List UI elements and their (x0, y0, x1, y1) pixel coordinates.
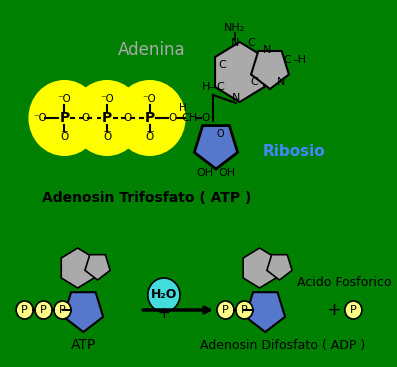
Text: Acido Fosforico: Acido Fosforico (297, 276, 391, 288)
Polygon shape (61, 248, 94, 288)
Text: C: C (219, 60, 227, 70)
Text: O: O (103, 132, 111, 142)
Text: NH₂: NH₂ (224, 23, 246, 33)
Text: O: O (217, 129, 225, 139)
Circle shape (54, 301, 71, 319)
Text: O: O (81, 113, 89, 123)
Text: O: O (124, 113, 132, 123)
Text: C: C (216, 82, 224, 92)
Text: Adenina: Adenina (118, 41, 185, 59)
Text: C: C (250, 77, 258, 87)
Polygon shape (245, 292, 285, 332)
Text: O: O (201, 113, 210, 123)
Text: OH: OH (196, 168, 213, 178)
Text: N: N (277, 77, 285, 87)
Text: –H: –H (292, 55, 306, 65)
Text: +: + (326, 301, 341, 319)
Circle shape (236, 301, 253, 319)
Text: H₂O: H₂O (151, 288, 177, 302)
Text: C: C (247, 38, 255, 48)
Text: N: N (232, 93, 240, 103)
Text: P: P (222, 305, 229, 315)
Polygon shape (215, 42, 264, 102)
Polygon shape (85, 255, 110, 280)
Text: O: O (60, 132, 69, 142)
Text: Adenosin Trifosfato ( ATP ): Adenosin Trifosfato ( ATP ) (42, 191, 252, 205)
Text: OH: OH (219, 168, 236, 178)
Circle shape (71, 80, 143, 156)
Circle shape (217, 301, 234, 319)
Text: P: P (241, 305, 248, 315)
Circle shape (148, 278, 180, 312)
Text: +: + (158, 305, 170, 320)
Text: ATP: ATP (71, 338, 96, 352)
Polygon shape (251, 51, 289, 89)
Text: P: P (102, 111, 112, 125)
Circle shape (35, 301, 52, 319)
Text: ⁻O: ⁻O (100, 94, 114, 104)
Text: P: P (59, 305, 66, 315)
Polygon shape (267, 255, 292, 280)
Text: P: P (21, 305, 28, 315)
Text: N: N (263, 45, 271, 55)
Text: P: P (350, 305, 357, 315)
Polygon shape (243, 248, 276, 288)
Text: P: P (40, 305, 47, 315)
Circle shape (29, 80, 100, 156)
Text: Ribosio: Ribosio (262, 145, 325, 160)
Text: O: O (146, 132, 154, 142)
Text: H–: H– (202, 82, 216, 92)
Circle shape (16, 301, 33, 319)
Text: ⁻O: ⁻O (143, 94, 156, 104)
Text: CH: CH (181, 113, 198, 123)
Text: N: N (231, 38, 239, 48)
Circle shape (345, 301, 362, 319)
Text: Adenosin Difosfato ( ADP ): Adenosin Difosfato ( ADP ) (200, 338, 365, 352)
Text: ⁻O: ⁻O (33, 113, 47, 123)
Polygon shape (64, 292, 103, 332)
Text: ⁻O: ⁻O (58, 94, 71, 104)
Text: P: P (59, 111, 69, 125)
Text: O: O (168, 113, 177, 123)
Circle shape (114, 80, 186, 156)
Polygon shape (195, 126, 238, 169)
Text: C: C (283, 55, 291, 65)
Text: P: P (145, 111, 155, 125)
Text: H: H (179, 103, 187, 113)
